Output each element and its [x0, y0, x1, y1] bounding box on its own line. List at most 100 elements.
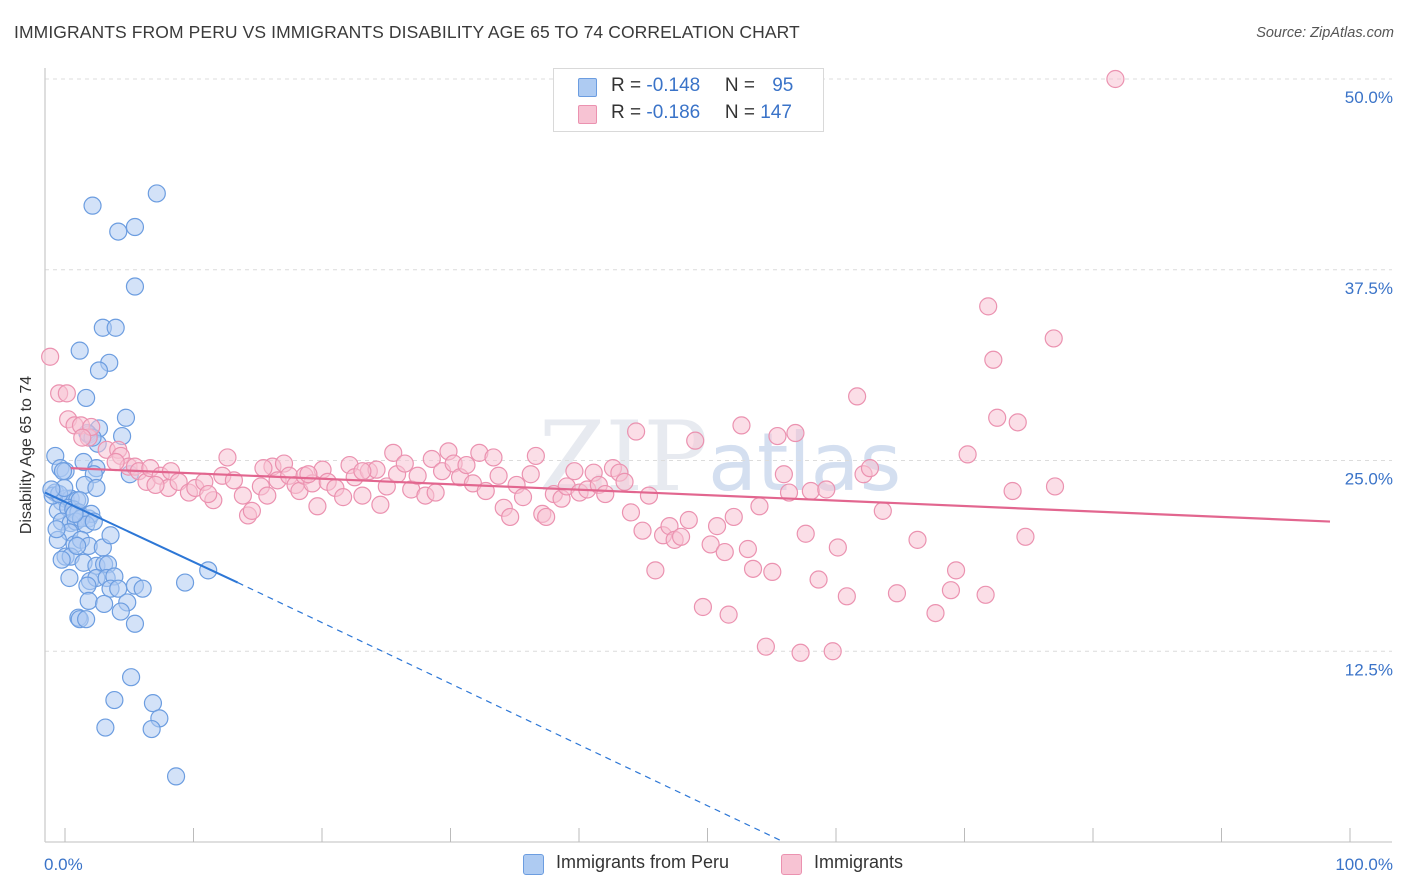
peru-trend-line [44, 491, 239, 584]
legend-n-label: N = [724, 102, 761, 123]
y-tick-label: 50.0% [1345, 88, 1393, 107]
peru-point [77, 388, 96, 408]
immigrants-point [484, 448, 503, 467]
immigrants-point [779, 483, 799, 502]
immigrants-point [199, 484, 218, 504]
immigrants-point [693, 597, 713, 617]
peru-point [166, 767, 186, 786]
immigrants-point [513, 488, 533, 507]
peru-trend-extension [237, 582, 785, 843]
immigrants-point [671, 527, 691, 546]
immigrants-point [979, 297, 998, 316]
immigrants-point [860, 459, 880, 478]
immigrants-point [633, 521, 652, 540]
peru-point [199, 561, 218, 580]
immigrants-point [353, 462, 372, 481]
immigrants-point [809, 570, 828, 589]
peru-point [79, 591, 98, 610]
peru-point [96, 718, 115, 737]
immigrants-point [786, 423, 805, 443]
immigrants-point [639, 486, 659, 505]
legend-swatch-blue [578, 78, 597, 97]
immigrants-point [976, 585, 995, 604]
series-legend: Immigrants from Peru Immigrants [0, 852, 1406, 876]
correlation-legend: R = -0.148 N = 95 R = -0.186 N = 147 [553, 68, 824, 132]
immigrants-point [774, 465, 793, 484]
immigrants-point [946, 561, 966, 580]
immigrants-point [823, 642, 842, 661]
immigrants-point [146, 475, 165, 495]
immigrants-point [1008, 413, 1027, 432]
y-tick-label: 37.5% [1345, 279, 1393, 298]
peru-point [175, 573, 195, 592]
legend-label-immigrants: Immigrants [814, 852, 904, 872]
peru-point [106, 318, 125, 337]
peru-point [105, 690, 124, 710]
immigrants-point [422, 449, 441, 469]
immigrants-point [679, 510, 698, 530]
immigrants-point [626, 422, 646, 441]
immigrants-point [817, 480, 836, 499]
immigrants-point [621, 503, 641, 522]
immigrants-point [828, 538, 847, 557]
immigrants-point [1044, 329, 1063, 348]
legend-r-value-peru: -0.148 [646, 75, 701, 96]
peru-point [60, 568, 79, 588]
chart-title: IMMIGRANTS FROM PERU VS IMMIGRANTS DISAB… [14, 22, 800, 42]
immigrants-point [724, 507, 743, 527]
peru-point [147, 184, 166, 203]
immigrants-point [258, 486, 277, 505]
legend-n-label: N = [724, 75, 761, 96]
immigrants-point [489, 466, 508, 485]
immigrants-point [526, 446, 545, 466]
immigrants-point [646, 561, 665, 580]
immigrants-point [395, 454, 414, 473]
immigrants-point [848, 387, 867, 406]
legend-label-peru: Immigrants from Peru [556, 852, 730, 872]
peru-point [125, 217, 145, 237]
immigrants-point [768, 426, 787, 446]
immigrants-point [426, 483, 445, 502]
peru-point [101, 526, 120, 545]
immigrants-point [707, 517, 727, 536]
peru-point [52, 550, 71, 569]
immigrants-point [254, 459, 273, 478]
peru-point [133, 579, 152, 598]
immigrants-point [791, 643, 810, 662]
immigrants-point [537, 507, 556, 527]
immigrants-point [926, 603, 945, 623]
immigrants-point [837, 587, 856, 606]
x-tick-label: 0.0% [44, 855, 83, 874]
immigrants-point [596, 484, 615, 504]
immigrants-point [719, 605, 738, 624]
immigrants-point [701, 535, 720, 554]
legend-r-label: R = [611, 75, 647, 96]
immigrants-point [218, 448, 237, 467]
x-tick-label: 100.0% [1335, 855, 1393, 874]
peru-point [53, 462, 73, 481]
peru-point [87, 478, 106, 498]
series-immigrants [41, 69, 1125, 662]
immigrants-point [233, 486, 252, 505]
immigrants-point [686, 431, 705, 450]
legend-r-label: R = [611, 102, 647, 123]
source-label: Source: ZipAtlas.com [1256, 25, 1394, 41]
peru-point [95, 594, 114, 614]
immigrants-point [887, 584, 907, 603]
immigrants-point [242, 501, 261, 520]
immigrants-point [565, 462, 584, 481]
peru-point [78, 576, 97, 595]
immigrants-point [1016, 527, 1035, 546]
immigrants-point [384, 443, 403, 462]
immigrants-point [408, 466, 427, 485]
immigrants-point [750, 497, 769, 516]
immigrants-point [738, 539, 757, 559]
immigrants-point [57, 384, 76, 403]
peru-point [68, 536, 87, 556]
peru-point [111, 602, 130, 621]
peru-point [142, 719, 161, 739]
immigrants-point [801, 481, 820, 501]
immigrants-point [41, 347, 60, 366]
peru-point [47, 520, 66, 539]
immigrants-point [984, 350, 1003, 369]
